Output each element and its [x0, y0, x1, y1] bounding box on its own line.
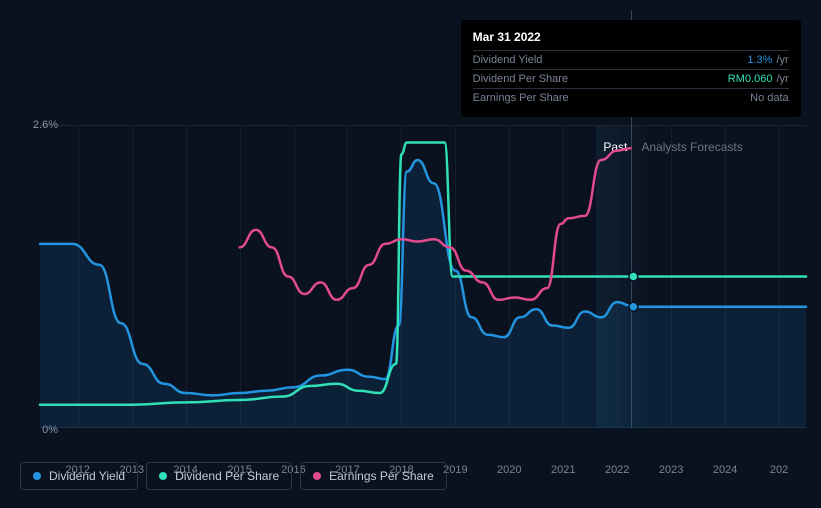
legend-earnings-per-share[interactable]: Earnings Per Share: [300, 462, 447, 490]
tooltip-row: Dividend Per Share RM0.060/yr: [473, 69, 789, 88]
tooltip-row-unit: /yr: [776, 54, 788, 66]
chart-legend: Dividend Yield Dividend Per Share Earnin…: [20, 462, 447, 490]
legend-dot-icon: [313, 472, 321, 480]
legend-label: Dividend Yield: [49, 469, 125, 483]
chart-container: 2.6% 0% 20122013201420152016201720182019…: [20, 10, 806, 458]
xaxis-tick-label: 2022: [605, 464, 629, 476]
tooltip-row-label: Dividend Yield: [473, 54, 543, 66]
xaxis-tick-label: 2021: [551, 464, 575, 476]
tooltip-date: Mar 31 2022: [473, 30, 789, 44]
legend-dot-icon: [159, 472, 167, 480]
tooltip-row-label: Dividend Per Share: [473, 73, 568, 85]
legend-dividend-yield[interactable]: Dividend Yield: [20, 462, 138, 490]
legend-dot-icon: [33, 472, 41, 480]
chart-tooltip: Mar 31 2022 Dividend Yield1.3%/yrDividen…: [461, 20, 801, 117]
tooltip-row-value: 1.3%: [747, 54, 772, 66]
tooltip-row: Dividend Yield 1.3% /yr: [473, 50, 789, 69]
series-marker-dividend-per-share: [629, 272, 638, 281]
series-area-dividend-yield: [40, 160, 806, 428]
tooltip-row-value: RM0.060: [728, 73, 773, 85]
xaxis-tick-label: 2023: [659, 464, 683, 476]
xaxis-tick-label: 2024: [713, 464, 737, 476]
legend-label: Earnings Per Share: [329, 469, 434, 483]
tooltip-row: Earnings Per Share No data: [473, 88, 789, 107]
xaxis-tick-label: 2020: [497, 464, 521, 476]
chart-plot-area[interactable]: [40, 125, 806, 428]
tooltip-row-value: No data: [750, 92, 789, 104]
legend-label: Dividend Per Share: [175, 469, 279, 483]
tooltip-row-label: Earnings Per Share: [473, 92, 569, 104]
series-marker-dividend-yield: [629, 302, 638, 311]
legend-dividend-per-share[interactable]: Dividend Per Share: [146, 462, 292, 490]
tooltip-row-unit: /yr: [776, 73, 788, 85]
xaxis-tick-label: 202: [770, 464, 788, 476]
